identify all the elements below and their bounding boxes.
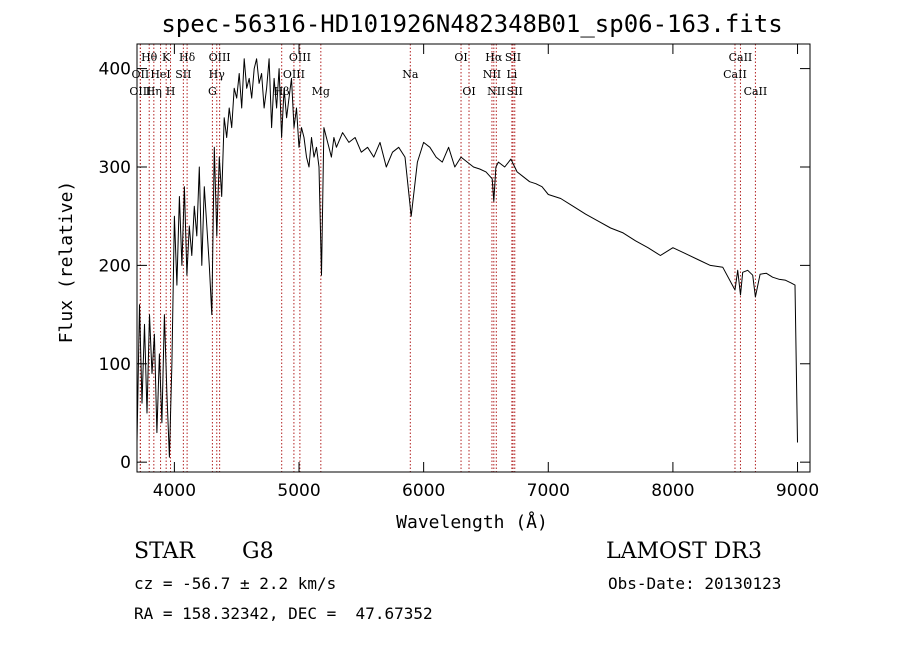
- spectral-line-label: OIII: [289, 51, 311, 64]
- spectral-line-label: NII: [487, 85, 505, 98]
- spectral-line-label: Li: [506, 68, 517, 81]
- spectrum-series-line: [136, 58, 798, 458]
- spectral-line-label: SII: [175, 68, 191, 81]
- spectral-line-label: OIII: [283, 68, 305, 81]
- y-axis-label: Flux (relative): [56, 181, 77, 344]
- spectral-line-label: Hη: [146, 85, 162, 98]
- x-tick-label: 4000: [153, 481, 196, 501]
- spectral-line-label: CaII: [744, 85, 768, 98]
- spectral-line-label: Mg: [312, 85, 330, 98]
- y-tick-label: 300: [99, 158, 131, 178]
- object-class: STAR: [134, 539, 195, 564]
- coordinates: RA = 158.32342, DEC = 47.67352: [134, 604, 433, 623]
- spectral-line-label: Hδ: [179, 51, 196, 64]
- spectral-line-label: OI: [462, 85, 475, 98]
- x-tick-label: 8000: [651, 481, 694, 501]
- series-layer: [136, 58, 798, 458]
- redshift-readout: cz = -56.7 ± 2.2 km/s: [134, 574, 337, 593]
- x-tick-label: 7000: [527, 481, 570, 501]
- chart-title: spec-56316-HD101926N482348B01_sp06-163.f…: [161, 10, 782, 38]
- spectral-line-label: NII: [483, 68, 501, 81]
- spectral-line-labels: Hθ OII OIII K HeI Hη Hδ SII H OIII Hγ G OIII OIII Hβ Mg…: [129, 51, 767, 98]
- plot-frame: [136, 43, 811, 473]
- spectral-line-label: OII: [132, 68, 150, 81]
- spectral-line-label: Na: [402, 68, 419, 81]
- survey-name: LAMOST DR3: [606, 539, 762, 564]
- spectral-line-label: HeI: [150, 68, 170, 81]
- axis-ticks: 4000 5000 6000 7000 8000 9000 0 100 200 300 400: [99, 44, 819, 501]
- y-tick-label: 400: [99, 60, 131, 80]
- spectral-line-label: H: [166, 85, 176, 98]
- y-tick-label: 0: [120, 453, 131, 473]
- x-tick-label: 9000: [776, 481, 819, 501]
- x-axis-label: Wavelength (Å): [396, 511, 548, 533]
- spectral-line-label: CaII: [729, 51, 753, 64]
- x-tick-label: 6000: [402, 481, 445, 501]
- spectral-line-label: Hγ: [209, 68, 226, 81]
- spectral-line-label: Hθ: [141, 51, 158, 64]
- spectral-line-label: G: [208, 85, 217, 98]
- object-subclass: G8: [242, 539, 274, 564]
- y-tick-label: 200: [99, 256, 131, 276]
- spectral-line-label: OIII: [129, 85, 151, 98]
- spectral-line-label: SII: [505, 51, 521, 64]
- obs-date: Obs-Date: 20130123: [608, 574, 782, 593]
- spectral-line-label: K: [162, 51, 171, 64]
- spectral-line-label: SII: [507, 85, 523, 98]
- spectral-line-label: OIII: [209, 51, 231, 64]
- spectral-line-label: Hα: [485, 51, 503, 64]
- spectral-line-label: OI: [454, 51, 467, 64]
- x-tick-label: 5000: [277, 481, 320, 501]
- y-tick-label: 100: [99, 355, 131, 375]
- spectral-line-label: CaII: [723, 68, 747, 81]
- spectral-line-label: Hβ: [274, 85, 290, 98]
